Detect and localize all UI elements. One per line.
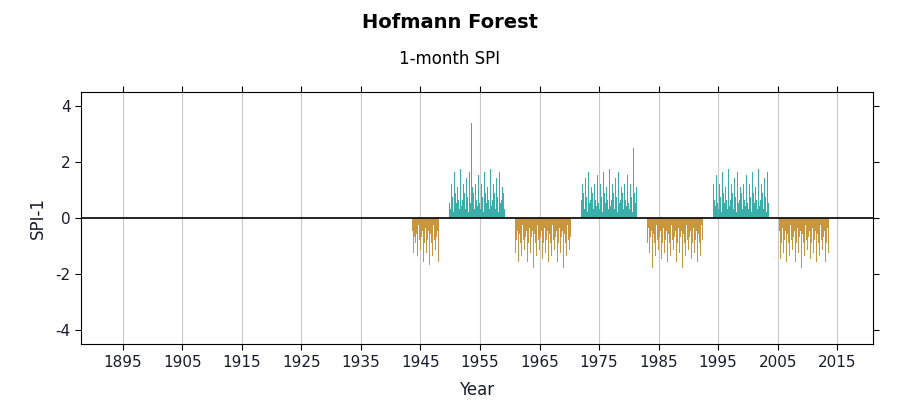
Text: 1-month SPI: 1-month SPI bbox=[400, 50, 500, 68]
X-axis label: Year: Year bbox=[459, 381, 495, 399]
Text: Hofmann Forest: Hofmann Forest bbox=[362, 13, 538, 32]
Y-axis label: SPI-1: SPI-1 bbox=[29, 197, 47, 239]
